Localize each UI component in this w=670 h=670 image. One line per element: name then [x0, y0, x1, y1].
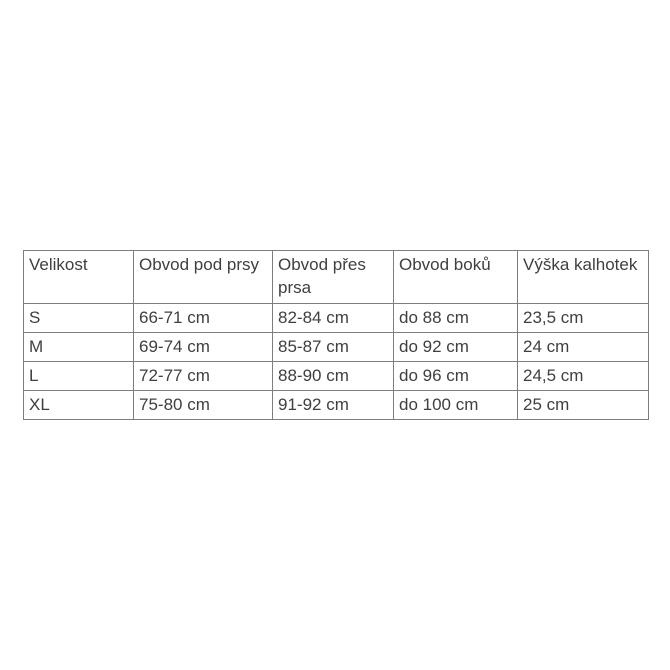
cell-bust: 82-84 cm — [272, 303, 394, 333]
header-row: Velikost Obvod pod prsy Obvod přes prsa … — [23, 250, 649, 304]
cell-panty-height: 23,5 cm — [517, 303, 649, 333]
cell-panty-height: 24 cm — [517, 332, 649, 362]
column-header-vyska-kalhotek: Výška kalhotek — [517, 250, 649, 304]
cell-size: S — [23, 303, 134, 333]
cell-hips: do 96 cm — [393, 361, 518, 391]
column-header-velikost: Velikost — [23, 250, 134, 304]
column-header-obvod-pres-prsa: Obvod přes prsa — [272, 250, 394, 304]
cell-hips: do 92 cm — [393, 332, 518, 362]
cell-bust: 85-87 cm — [272, 332, 394, 362]
cell-hips: do 100 cm — [393, 390, 518, 420]
column-header-obvod-pod-prsy: Obvod pod prsy — [133, 250, 273, 304]
size-table: Velikost Obvod pod prsy Obvod přes prsa … — [23, 250, 649, 420]
cell-bust: 91-92 cm — [272, 390, 394, 420]
table-row-xl: XL 75-80 cm 91-92 cm do 100 cm 25 cm — [23, 390, 649, 420]
column-header-obvod-boku: Obvod boků — [393, 250, 518, 304]
cell-panty-height: 25 cm — [517, 390, 649, 420]
cell-size: XL — [23, 390, 134, 420]
cell-size: L — [23, 361, 134, 391]
table-row-m: M 69-74 cm 85-87 cm do 92 cm 24 cm — [23, 332, 649, 362]
cell-underbust: 66-71 cm — [133, 303, 273, 333]
cell-underbust: 69-74 cm — [133, 332, 273, 362]
cell-underbust: 72-77 cm — [133, 361, 273, 391]
table-row-l: L 72-77 cm 88-90 cm do 96 cm 24,5 cm — [23, 361, 649, 391]
cell-hips: do 88 cm — [393, 303, 518, 333]
cell-panty-height: 24,5 cm — [517, 361, 649, 391]
cell-bust: 88-90 cm — [272, 361, 394, 391]
table-row-s: S 66-71 cm 82-84 cm do 88 cm 23,5 cm — [23, 303, 649, 333]
cell-size: M — [23, 332, 134, 362]
cell-underbust: 75-80 cm — [133, 390, 273, 420]
